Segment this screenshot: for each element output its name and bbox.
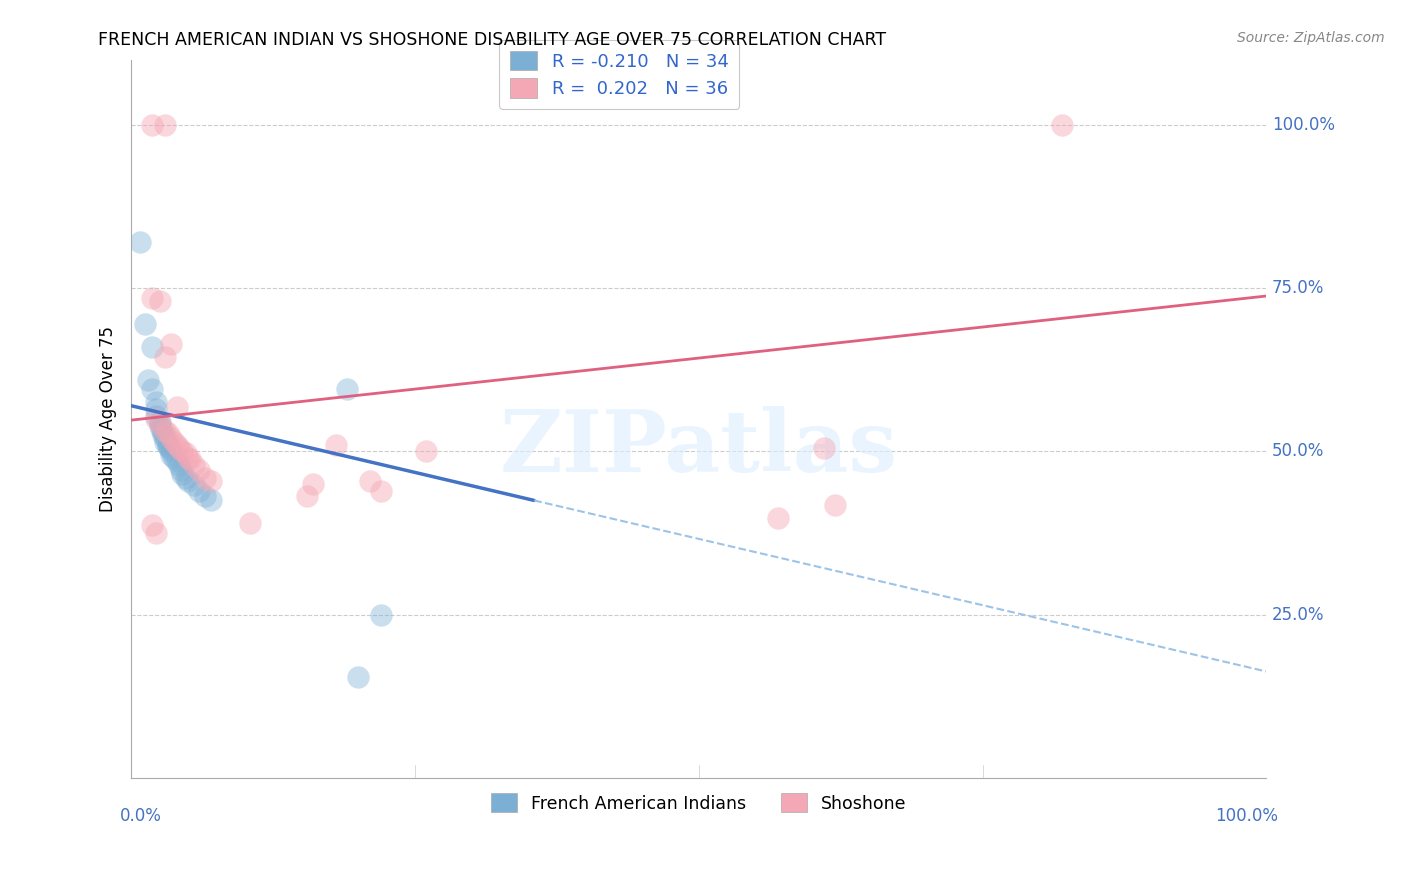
Point: [172, 467, 194, 482]
Point: [174, 446, 197, 460]
Point: [325, 438, 347, 452]
Legend: French American Indians, Shoshone: French American Indians, Shoshone: [484, 787, 914, 820]
Point: [141, 517, 163, 532]
Point: [149, 417, 172, 431]
Point: [157, 441, 180, 455]
Point: [295, 489, 318, 503]
Point: [347, 670, 370, 684]
Point: [155, 431, 177, 445]
Point: [155, 118, 177, 132]
Point: [160, 448, 183, 462]
Point: [179, 452, 201, 467]
Point: [129, 235, 152, 250]
Point: [156, 436, 179, 450]
Point: [170, 463, 193, 477]
Text: FRENCH AMERICAN INDIAN VS SHOSHONE DISABILITY AGE OVER 75 CORRELATION CHART: FRENCH AMERICAN INDIAN VS SHOSHONE DISAB…: [98, 31, 887, 49]
Point: [166, 400, 188, 414]
Point: [134, 317, 156, 331]
Point: [336, 383, 359, 397]
Point: [194, 489, 217, 503]
Point: [160, 444, 183, 458]
Point: [163, 434, 186, 449]
Point: [156, 426, 179, 441]
Point: [370, 607, 392, 622]
Point: [145, 395, 167, 409]
Point: [152, 425, 174, 439]
Point: [166, 454, 188, 468]
Point: [188, 463, 211, 477]
Text: ZIPatlas: ZIPatlas: [499, 406, 898, 490]
Point: [824, 498, 846, 512]
Text: Source: ZipAtlas.com: Source: ZipAtlas.com: [1237, 31, 1385, 45]
Point: [155, 424, 177, 438]
Point: [141, 291, 163, 305]
Point: [163, 450, 186, 465]
Point: [149, 415, 172, 429]
Point: [160, 336, 183, 351]
Point: [156, 439, 179, 453]
Text: 25.0%: 25.0%: [1272, 606, 1324, 624]
Point: [167, 441, 190, 455]
Point: [155, 350, 177, 364]
Text: 0.0%: 0.0%: [120, 806, 162, 825]
Point: [183, 478, 205, 492]
Point: [149, 421, 172, 435]
Point: [160, 431, 183, 445]
Text: 50.0%: 50.0%: [1272, 442, 1324, 460]
Point: [174, 470, 197, 484]
Point: [183, 458, 205, 472]
Point: [177, 474, 200, 488]
Point: [200, 493, 222, 508]
Point: [188, 483, 211, 498]
Point: [370, 483, 392, 498]
Point: [149, 418, 172, 433]
Point: [302, 477, 325, 491]
Point: [155, 434, 177, 449]
Point: [141, 383, 163, 397]
Point: [415, 444, 437, 458]
Y-axis label: Disability Age Over 75: Disability Age Over 75: [100, 326, 117, 512]
Text: 75.0%: 75.0%: [1272, 279, 1324, 297]
Point: [145, 402, 167, 417]
Point: [145, 409, 167, 423]
Point: [141, 118, 163, 132]
Point: [145, 526, 167, 541]
Point: [768, 511, 790, 525]
Point: [177, 450, 200, 465]
Point: [239, 516, 262, 531]
Text: 100.0%: 100.0%: [1215, 806, 1278, 825]
Text: 100.0%: 100.0%: [1272, 116, 1334, 134]
Point: [813, 441, 835, 455]
Point: [166, 438, 188, 452]
Point: [167, 458, 190, 472]
Point: [141, 340, 163, 354]
Point: [200, 474, 222, 488]
Point: [145, 412, 167, 426]
Point: [1050, 118, 1073, 132]
Point: [152, 428, 174, 442]
Point: [149, 294, 172, 309]
Point: [172, 444, 194, 458]
Point: [136, 373, 159, 387]
Point: [359, 474, 381, 488]
Point: [194, 470, 217, 484]
